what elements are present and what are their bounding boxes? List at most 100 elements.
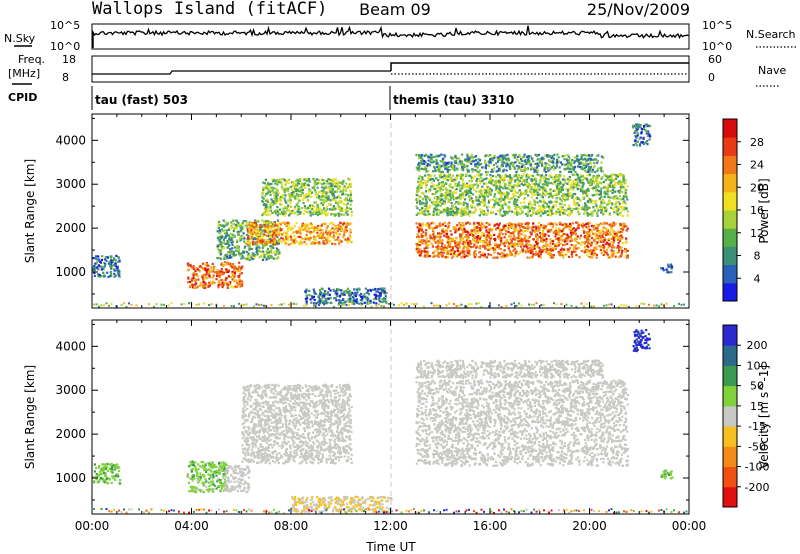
site-title: Wallops Island (fitACF) [92, 0, 327, 19]
x-tick-label: 04:00 [174, 519, 209, 533]
colorbar-tick-label: 24 [750, 159, 764, 172]
y-tick-label: 4000 [55, 339, 86, 353]
colorbar-swatch [723, 486, 737, 508]
nsearch-tick-top: 10^5 [702, 19, 732, 32]
nave-tick-top: 60 [708, 53, 722, 66]
colorbar-swatch [723, 246, 737, 266]
colorbar-tick-label: 100 [747, 359, 768, 372]
y-tick-label: 2000 [55, 427, 86, 441]
colorbar-swatch [723, 466, 737, 488]
freq-panel [91, 55, 690, 83]
colorbar-swatch [723, 210, 737, 229]
echo-region [304, 287, 388, 306]
x-tick-label: 16:00 [473, 519, 508, 533]
echo-region [224, 465, 251, 494]
echo-region [92, 254, 121, 279]
y-tick-label: 2000 [55, 221, 86, 235]
colorbar-swatch [723, 325, 737, 346]
cpid-label: CPID [8, 91, 37, 104]
colorbar-tick-label: 8 [754, 250, 761, 263]
y-tick-label: 4000 [55, 133, 86, 147]
nsearch-label: N.Search [746, 28, 796, 41]
x-tick-label: 08:00 [274, 519, 309, 533]
nsky-panel [91, 23, 690, 50]
nsky-tick-bottom: 10^0 [50, 40, 80, 53]
echo-region [660, 263, 674, 274]
echo-region [415, 173, 629, 218]
freq-trace [92, 62, 689, 75]
freq-tick-top: 18 [62, 53, 76, 66]
power-colorbar-label: Power [dB] [757, 178, 771, 243]
power-ylabel: Slant Range [km] [23, 159, 37, 263]
colorbar-swatch [723, 264, 737, 284]
echo-region [415, 359, 605, 380]
colorbar-swatch [723, 282, 737, 302]
colorbar-tick-label: -200 [745, 481, 770, 494]
cpid-mode-2: themis (tau) 3310 [393, 93, 514, 107]
colorbar-tick-label: 50 [750, 380, 764, 393]
colorbar-tick-label: 15 [750, 400, 764, 413]
x-tick-label: 00:00 [75, 519, 110, 533]
velocity-colorbar-label: Velocity [m s^-1] [757, 365, 771, 469]
nsky-tick-top: 10^5 [50, 19, 80, 32]
colorbar-tick-label: 16 [750, 204, 764, 217]
echo-region [632, 329, 651, 353]
y-tick-label: 3000 [55, 177, 86, 191]
colorbar-tick-label: 12 [750, 227, 764, 240]
echo-region [186, 460, 229, 494]
colorbar-tick-label: -15 [748, 420, 766, 433]
power-colorbar: 4 8 12 16 20 24 28 [722, 118, 764, 302]
echo-region [241, 383, 353, 465]
colorbar-swatch [723, 137, 737, 156]
beam-title: Beam 09 [359, 0, 431, 19]
x-tick-label: 00:00 [672, 519, 707, 533]
colorbar-swatch [723, 365, 737, 387]
nsky-trace [91, 25, 689, 48]
velocity-heatmap: 00:00 04:00 08:00 12:00 16:00 20:00 00:00 1000 2… [55, 319, 707, 533]
colorbar-swatch [723, 385, 737, 407]
ground-scatter-row [93, 302, 685, 308]
colorbar-swatch [723, 405, 737, 427]
nave-label: Nave [758, 64, 786, 77]
colorbar-tick-label: -50 [748, 440, 766, 453]
x-tick-label: 20:00 [572, 519, 607, 533]
cpid-mode-1: tau (fast) 503 [95, 93, 188, 107]
colorbar-swatch [723, 426, 737, 447]
echo-region [415, 379, 629, 467]
freq-tick-bottom: 8 [62, 71, 69, 84]
freq-unit: [MHz] [8, 67, 40, 80]
colorbar-swatch [723, 228, 737, 247]
colorbar-swatch [723, 345, 737, 366]
freq-label: Freq. [18, 53, 45, 66]
colorbar-tick-label: 28 [750, 136, 764, 149]
echo-region [261, 177, 353, 217]
y-tick-label: 1000 [55, 265, 86, 279]
colorbar-swatch [723, 119, 737, 138]
colorbar-swatch [723, 173, 737, 193]
power-heatmap: 1000 2000 3000 4000 [55, 113, 690, 309]
colorbar-swatch [723, 155, 737, 175]
echo-region [246, 221, 353, 246]
colorbar-tick-label: 20 [750, 181, 764, 194]
echo-region [92, 462, 122, 485]
colorbar-tick-label: -100 [745, 461, 770, 474]
nave-tick-bottom: 0 [708, 71, 715, 84]
nsearch-tick-bottom: 10^0 [702, 40, 732, 53]
echo-region [415, 221, 629, 259]
colorbar-swatch [723, 446, 737, 467]
colorbar-swatch [723, 191, 737, 211]
velocity-ylabel: Slant Range [km] [23, 365, 37, 469]
echo-region [660, 469, 674, 480]
date-title: 25/Nov/2009 [587, 0, 690, 19]
echo-region [631, 123, 652, 147]
colorbar-tick-label: 200 [747, 339, 768, 352]
colorbar-tick-label: 4 [754, 272, 761, 285]
y-tick-label: 3000 [55, 383, 86, 397]
nsky-label: N.Sky [4, 32, 36, 45]
x-axis-title: Time UT [365, 540, 416, 554]
echo-region [415, 153, 605, 174]
y-tick-label: 1000 [55, 471, 86, 485]
velocity-colorbar: 200 100 50 15 -15 -50 -100 -200 [722, 324, 770, 508]
